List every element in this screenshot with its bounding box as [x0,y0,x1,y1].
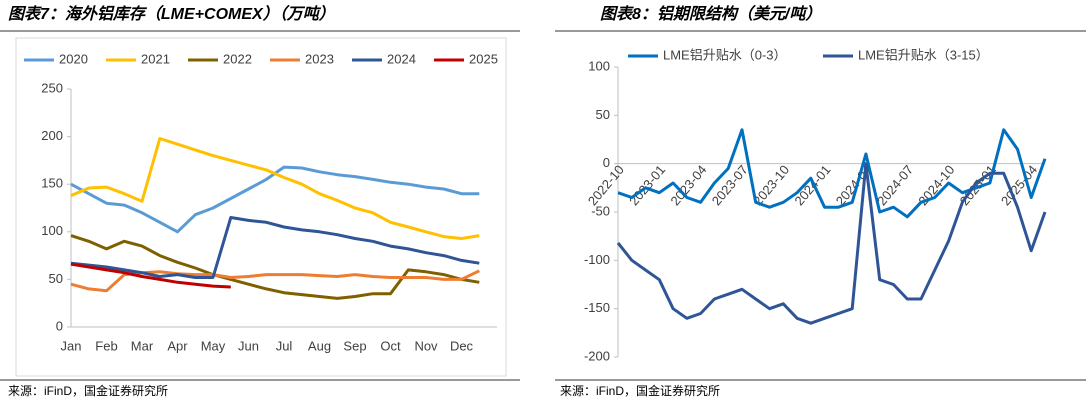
x-tick-label: Mar [131,338,154,353]
y-tick-label: -50 [591,203,610,218]
source: 来源：iFinD，国金证券研究所 [8,383,168,398]
y-tick-label: 100 [41,223,63,238]
legend-label: 2022 [223,51,252,66]
x-tick-label: Oct [380,338,401,353]
y-tick-label: 50 [49,271,63,286]
x-tick-label: 2025-04 [998,162,1040,208]
y-tick-label: -200 [584,348,610,363]
chart-title: 图表7：海外铝库存（LME+COMEX）（万吨） [8,4,335,23]
x-tick-label: Jun [238,338,259,353]
legend-label: LME铝升贴水（0-3） [663,47,787,62]
legend-label: 2020 [59,51,88,66]
x-tick-label: Jan [61,338,82,353]
x-tick-label: Nov [414,338,438,353]
series-line [70,165,480,234]
x-tick-label: Dec [450,338,474,353]
y-tick-label: 200 [41,128,63,143]
legend-label: 2025 [469,51,498,66]
y-tick-label: 0 [603,155,610,170]
series-line [70,234,480,300]
y-tick-label: -100 [584,252,610,267]
y-tick-label: 50 [596,107,610,122]
chart-title: 图表8：铝期限结构（美元/吨） [600,4,821,23]
y-tick-label: 100 [588,58,610,73]
x-tick-label: 2024-01 [791,162,833,208]
x-tick-label: Jul [276,338,293,353]
x-tick-label: Apr [167,338,188,353]
series-line [70,262,231,289]
x-tick-label: Aug [308,338,331,353]
legend-label: 2024 [387,51,416,66]
legend-label: LME铝升贴水（3-15） [858,47,989,62]
x-tick-label: 2023-01 [626,162,668,208]
y-tick-label: -150 [584,300,610,315]
series-line [70,216,480,279]
x-tick-label: Sep [343,338,366,353]
source: 来源：iFinD，国金证券研究所 [560,383,720,398]
y-tick-label: 250 [41,80,63,95]
series-line [616,162,1047,325]
x-tick-label: 2023-07 [709,162,751,208]
legend-label: 2023 [305,51,334,66]
x-tick-label: May [201,338,226,353]
legend-label: 2021 [141,51,170,66]
y-tick-label: 150 [41,176,63,191]
x-tick-label: Feb [95,338,117,353]
x-tick-label: 2024-07 [874,162,916,208]
y-tick-label: 0 [56,318,63,333]
series-line [70,137,480,240]
chart-frame [15,37,507,377]
